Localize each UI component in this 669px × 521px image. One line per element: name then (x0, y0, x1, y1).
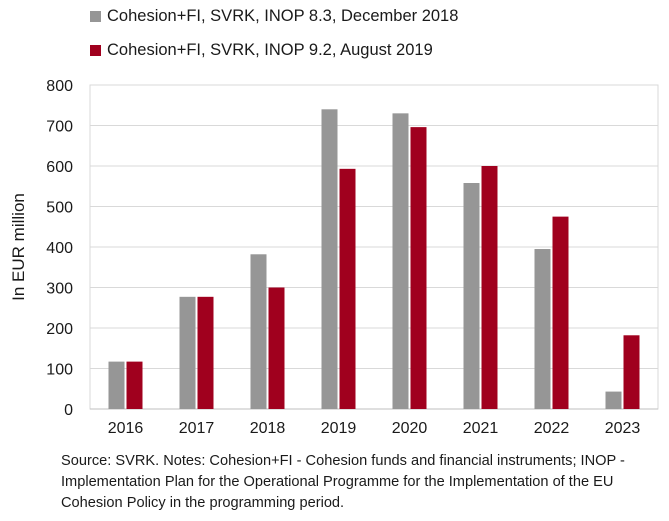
x-tick-label: 2018 (250, 420, 286, 437)
x-tick-label: 2017 (179, 420, 215, 437)
legend-label: Cohesion+FI, SVRK, INOP 9.2, August 2019 (107, 41, 433, 59)
bar-2023-series-1 (605, 391, 622, 409)
bar-2022-series-2 (552, 216, 569, 409)
x-tick-label: 2019 (321, 420, 357, 437)
legend-item-inop-8-3: Cohesion+FI, SVRK, INOP 8.3, December 20… (90, 7, 458, 26)
bar-2021-series-2 (481, 166, 498, 409)
bar-2023-series-2 (623, 335, 640, 409)
y-tick-label: 200 (46, 321, 73, 338)
bar-2022-series-1 (534, 249, 551, 409)
bar-2020-series-2 (410, 127, 427, 410)
bar-2017-series-2 (197, 296, 214, 409)
x-tick-label: 2016 (108, 420, 144, 437)
bar-2018-series-2 (268, 287, 285, 409)
y-tick-label: 500 (46, 200, 73, 217)
source-note: Source: SVRK. Notes: Cohesion+FI - Cohes… (61, 453, 625, 511)
bar-2017-series-1 (179, 296, 196, 409)
legend-swatch-red (90, 45, 101, 56)
bar-2019-series-1 (321, 109, 338, 410)
x-tick-label: 2021 (463, 420, 499, 437)
y-tick-label: 400 (46, 240, 73, 257)
legend-item-inop-9-2: Cohesion+FI, SVRK, INOP 9.2, August 2019 (90, 41, 433, 60)
bar-2018-series-1 (250, 254, 267, 409)
legend-label: Cohesion+FI, SVRK, INOP 8.3, December 20… (107, 7, 459, 25)
bar-chart: 0 100 200 300 400 500 600 700 800 2016 2017 2018 201… (9, 78, 659, 437)
legend-swatch-gray (90, 11, 101, 22)
y-tick-label: 600 (46, 159, 73, 176)
y-axis-label: In EUR million (9, 193, 28, 301)
bar-2016-series-2 (126, 361, 143, 409)
x-tick-label: 2022 (534, 420, 570, 437)
y-tick-label: 100 (46, 362, 73, 379)
y-tick-label: 300 (46, 281, 73, 298)
y-tick-label: 700 (46, 119, 73, 136)
y-tick-label: 800 (46, 78, 73, 95)
y-tick-label: 0 (64, 402, 73, 419)
x-tick-label: 2023 (605, 420, 641, 437)
bar-2016-series-1 (108, 361, 125, 409)
bar-2019-series-2 (339, 168, 356, 409)
bar-2020-series-1 (392, 113, 409, 409)
x-tick-label: 2020 (392, 420, 428, 437)
bar-2021-series-1 (463, 183, 480, 409)
